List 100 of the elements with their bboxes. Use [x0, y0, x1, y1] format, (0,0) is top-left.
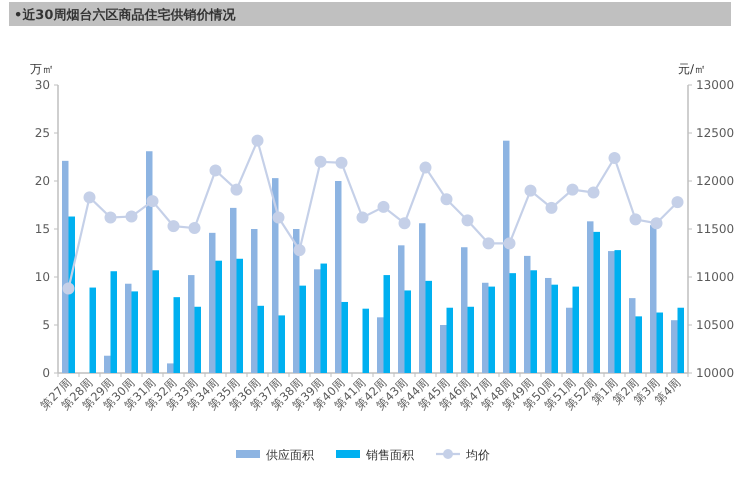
- point: [84, 191, 96, 204]
- point: [524, 184, 536, 197]
- bar: [461, 247, 468, 373]
- point: [336, 156, 348, 169]
- bar: [524, 256, 530, 373]
- point: [356, 211, 368, 224]
- bar: [608, 251, 614, 373]
- y2-tick-label: 10500: [696, 318, 734, 332]
- point: [462, 214, 474, 226]
- bar: [503, 140, 510, 373]
- y-tick-label: 25: [34, 126, 50, 140]
- bar: [656, 312, 663, 373]
- point: [188, 222, 200, 234]
- bar: [146, 151, 152, 373]
- bar: [419, 223, 426, 373]
- bar: [167, 363, 174, 373]
- bar: [335, 181, 342, 373]
- bar: [230, 208, 236, 373]
- bar: [342, 302, 348, 373]
- point: [272, 211, 284, 224]
- bar: [174, 297, 180, 373]
- point: [546, 202, 558, 214]
- bar: [545, 278, 552, 373]
- bar: [572, 286, 579, 373]
- bar: [488, 286, 495, 373]
- bar: [216, 260, 222, 373]
- bar: [377, 317, 384, 373]
- bar: [384, 275, 390, 373]
- bar: [614, 250, 621, 373]
- bar: [236, 258, 243, 373]
- point: [230, 184, 242, 196]
- y-tick-label: 20: [34, 174, 50, 188]
- y-axis-title: 万㎡: [30, 62, 54, 76]
- legend-label: 销售面积: [365, 448, 414, 462]
- bar: [594, 232, 600, 373]
- legend-label: 供应面积: [266, 448, 314, 462]
- bar: [258, 306, 264, 373]
- bar: [251, 229, 258, 373]
- point: [672, 196, 684, 208]
- bar: [125, 284, 132, 373]
- point: [314, 156, 326, 168]
- bar: [398, 245, 404, 373]
- bar: [188, 275, 194, 373]
- y2-tick-label: 12000: [696, 174, 734, 188]
- y-tick-label: 30: [34, 78, 50, 92]
- point: [126, 210, 138, 223]
- bar: [300, 286, 306, 373]
- y2-tick-label: 10000: [696, 366, 734, 380]
- point: [62, 282, 74, 295]
- point: [420, 162, 432, 174]
- bar: [314, 269, 320, 373]
- point: [566, 184, 578, 196]
- bar: [152, 270, 159, 373]
- point: [104, 211, 116, 224]
- point: [588, 186, 600, 199]
- bar: [629, 298, 636, 373]
- point: [168, 220, 180, 232]
- bar: [272, 178, 278, 373]
- bar: [426, 280, 432, 373]
- bar: [362, 308, 369, 373]
- bar: [446, 308, 453, 373]
- bar: [110, 271, 117, 373]
- bar: [320, 264, 327, 373]
- y2-tick-label: 11000: [696, 270, 734, 284]
- bar: [209, 232, 216, 373]
- bar: [636, 316, 642, 373]
- bar: [482, 282, 488, 373]
- point: [398, 217, 410, 230]
- point: [650, 217, 662, 230]
- point: [440, 193, 452, 206]
- y2-axis-title: 元/㎡: [678, 62, 706, 76]
- bar: [278, 315, 285, 373]
- bar: [293, 229, 300, 373]
- bar: [530, 270, 537, 373]
- y2-tick-label: 13000: [696, 78, 734, 92]
- bar: [587, 221, 594, 373]
- bar: [678, 308, 684, 373]
- bar: [566, 308, 572, 373]
- point: [252, 134, 264, 147]
- bar: [132, 291, 138, 373]
- bar: [510, 273, 516, 373]
- point: [294, 244, 306, 256]
- point: [630, 213, 642, 226]
- bar: [552, 284, 558, 373]
- bar: [194, 306, 201, 373]
- y-tick-label: 5: [42, 318, 50, 332]
- point: [608, 152, 620, 164]
- y-tick-label: 15: [34, 222, 50, 236]
- point: [146, 195, 158, 208]
- legend-label: 均价: [465, 448, 490, 462]
- bar: [404, 290, 411, 373]
- bar: [671, 320, 678, 373]
- bar: [650, 225, 656, 373]
- y-tick-label: 0: [42, 366, 50, 380]
- chart-title: •近30周烟台六区商品住宅供销价情况: [14, 7, 236, 23]
- y-tick-label: 10: [34, 270, 50, 284]
- point: [378, 200, 390, 213]
- title-band: •近30周烟台六区商品住宅供销价情况: [9, 2, 731, 26]
- y2-tick-label: 12500: [696, 126, 734, 140]
- point: [504, 237, 516, 250]
